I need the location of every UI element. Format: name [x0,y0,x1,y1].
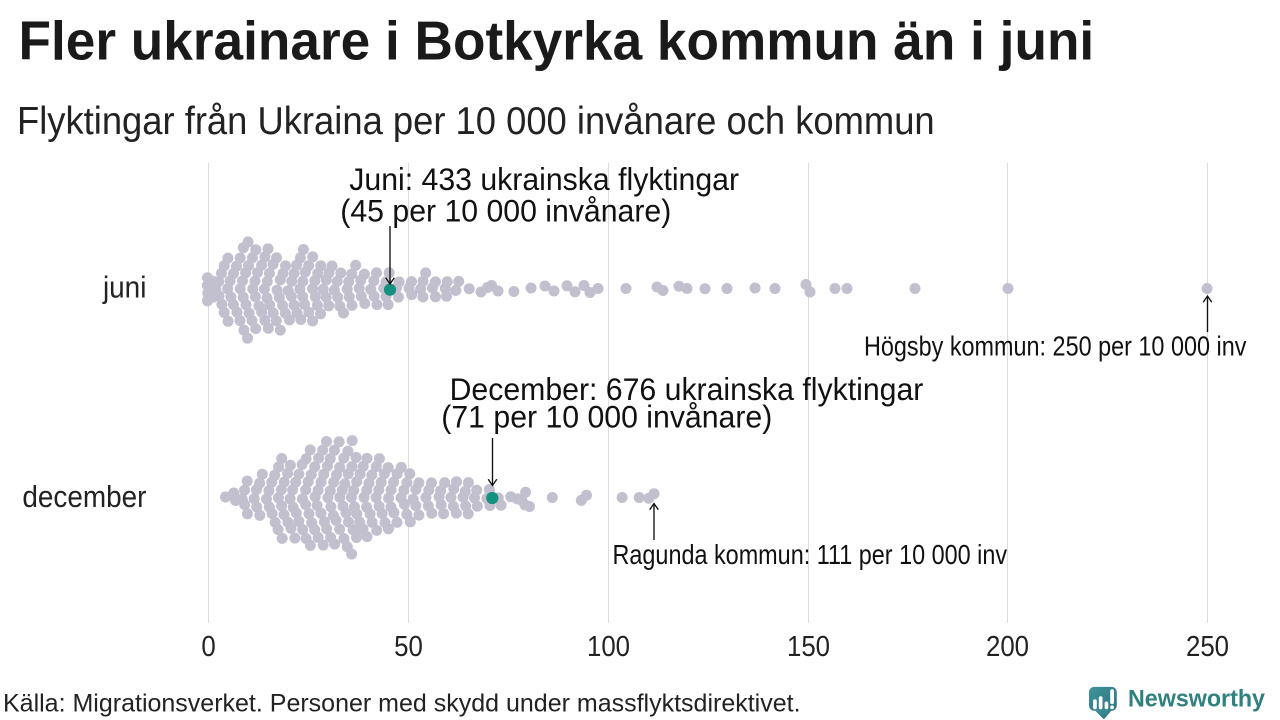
svg-text:Juni: 433 ukrainska flyktingar: Juni: 433 ukrainska flyktingar [349,161,739,197]
svg-text:December: 676 ukrainska flykti: December: 676 ukrainska flyktingar [450,371,924,407]
svg-text:(71 per 10 000 invånare): (71 per 10 000 invånare) [441,399,772,435]
svg-text:250: 250 [1186,630,1229,663]
svg-text:Newsworthy: Newsworthy [1128,685,1266,713]
svg-text:december: december [22,480,146,515]
svg-text:50: 50 [394,630,423,663]
svg-text:200: 200 [986,630,1029,663]
svg-text:Flyktingar från Ukraina per 10: Flyktingar från Ukraina per 10 000 invån… [17,99,935,142]
svg-text:Högsby kommun: 250 per 10 000: Högsby kommun: 250 per 10 000 inv [864,332,1246,362]
svg-text:(45 per 10 000 invånare): (45 per 10 000 invånare) [340,193,671,229]
svg-text:100: 100 [587,630,630,663]
svg-text:juni: juni [102,270,146,305]
svg-text:0: 0 [201,630,215,663]
svg-text:Ragunda kommun: 111 per 10 000: Ragunda kommun: 111 per 10 000 inv [613,540,1008,570]
svg-text:Fler ukrainare i Botkyrka komm: Fler ukrainare i Botkyrka kommun än i ju… [19,11,1095,72]
svg-text:Källa: Migrationsverket. Perso: Källa: Migrationsverket. Personer med sk… [3,690,801,718]
svg-text:150: 150 [787,630,830,663]
